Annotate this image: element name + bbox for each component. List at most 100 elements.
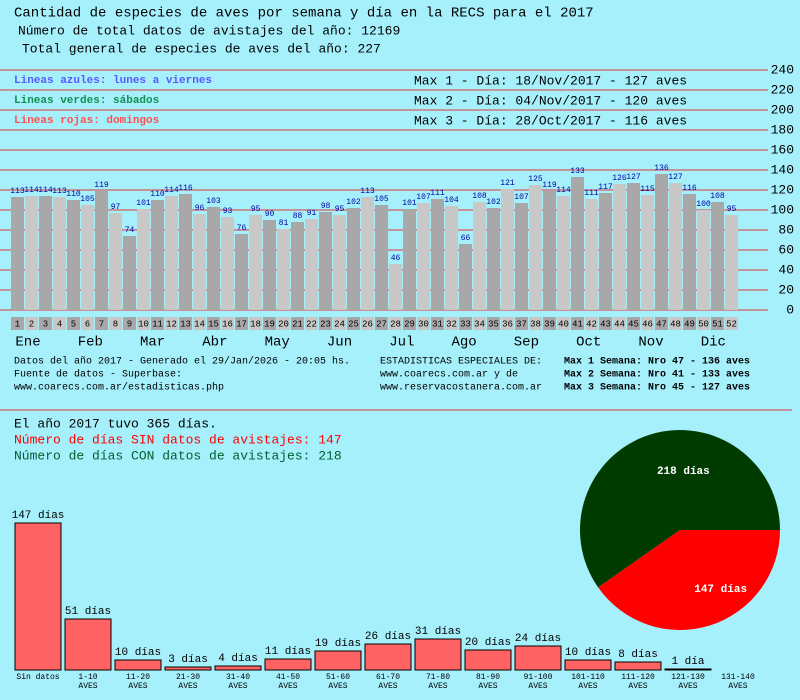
week-label: 29 <box>404 319 415 329</box>
max-day: Max 2 - Día: 04/Nov/2017 - 120 aves <box>414 93 687 108</box>
week-box <box>249 317 262 330</box>
week-bar <box>193 214 206 310</box>
week-label: 14 <box>194 319 205 329</box>
bar-value-label: 10 días <box>115 647 161 659</box>
week-box <box>725 317 738 330</box>
bar-value-label: 66 <box>461 234 471 243</box>
week-box <box>277 317 290 330</box>
footer-middle: www.coarecs.com.ar y de <box>380 369 518 381</box>
max-day: Max 1 - Día: 18/Nov/2017 - 127 aves <box>414 73 687 88</box>
pie-label: 147 días <box>694 584 747 596</box>
week-label: 45 <box>628 319 639 329</box>
category-label: 11-20 <box>126 673 150 682</box>
week-bar <box>25 196 38 310</box>
category-unit: AVES <box>578 682 597 691</box>
category-unit: AVES <box>628 682 647 691</box>
footer-left: www.coarecs.com.ar/estadisticas.php <box>14 382 224 394</box>
week-box <box>151 317 164 330</box>
bar-value-label: 88 <box>293 212 303 221</box>
week-label: 6 <box>85 319 90 329</box>
count-bar <box>314 650 362 671</box>
week-label: 40 <box>558 319 569 329</box>
week-bar <box>515 203 528 310</box>
week-label: 48 <box>670 319 681 329</box>
week-bar <box>627 183 640 310</box>
count-bar <box>414 638 462 671</box>
week-bar <box>599 193 612 310</box>
week-bar <box>11 197 24 310</box>
category-label: 61-70 <box>376 673 400 682</box>
week-label: 5 <box>71 319 76 329</box>
week-bar <box>137 209 150 310</box>
week-box <box>25 317 38 330</box>
week-box <box>655 317 668 330</box>
count-bar <box>214 665 262 671</box>
week-box <box>417 317 430 330</box>
month-label: Abr <box>202 335 227 351</box>
bar-value-label: 102 <box>346 198 361 207</box>
month-label: Mar <box>140 335 165 351</box>
bar-value-label: 76 <box>237 224 247 233</box>
total-records: Número de total datos de avistajes del a… <box>18 23 400 38</box>
category-unit: AVES <box>328 682 347 691</box>
bar-value-label: 24 días <box>515 633 561 645</box>
month-label: Jun <box>327 335 352 351</box>
week-bar <box>319 212 332 310</box>
bar-value-label: 114 <box>24 186 39 195</box>
count-bar <box>614 661 662 671</box>
bar-value-label: 81 <box>279 219 289 228</box>
week-bar <box>697 210 710 310</box>
week-label: 33 <box>460 319 471 329</box>
week-box <box>319 317 332 330</box>
week-label: 10 <box>138 319 149 329</box>
week-label: 36 <box>502 319 513 329</box>
week-box <box>389 317 402 330</box>
y-tick-label: 40 <box>778 262 794 277</box>
week-bar <box>403 209 416 310</box>
footer-right: Max 3 Semana: Nro 45 - 127 aves <box>564 383 750 394</box>
bar-value-label: 10 días <box>565 647 611 659</box>
count-bar <box>164 666 212 671</box>
month-label: Nov <box>638 335 663 351</box>
week-bar <box>53 197 66 310</box>
week-label: 1 <box>15 319 20 329</box>
week-bar <box>305 219 318 310</box>
week-label: 38 <box>530 319 541 329</box>
bar-value-label: 51 días <box>65 606 111 618</box>
y-tick-label: 180 <box>771 122 794 137</box>
week-label: 49 <box>684 319 695 329</box>
bar-value-label: 46 <box>391 254 401 263</box>
week-label: 22 <box>306 319 317 329</box>
bar-value-label: 119 <box>542 181 557 190</box>
week-label: 3 <box>43 319 48 329</box>
category-label: Sin datos <box>16 673 59 682</box>
bar-value-label: 91 <box>307 209 317 218</box>
week-label: 16 <box>222 319 233 329</box>
bar-value-label: 93 <box>223 207 233 216</box>
week-bar <box>81 205 94 310</box>
week-label: 35 <box>488 319 499 329</box>
y-tick-label: 0 <box>786 302 794 317</box>
week-label: 7 <box>99 319 104 329</box>
week-box <box>137 317 150 330</box>
week-box <box>165 317 178 330</box>
summary-line: El año 2017 tuvo 365 días. <box>14 416 217 431</box>
week-bar <box>347 208 360 310</box>
week-box <box>473 317 486 330</box>
week-label: 34 <box>474 319 485 329</box>
bar-value-label: 96 <box>195 204 205 213</box>
y-tick-label: 240 <box>771 62 794 77</box>
bar-value-label: 127 <box>626 173 641 182</box>
week-label: 31 <box>432 319 443 329</box>
week-bar <box>277 229 290 310</box>
week-label: 20 <box>278 319 289 329</box>
max-day: Max 3 - Día: 28/Oct/2017 - 116 aves <box>414 113 687 128</box>
week-bar <box>361 197 374 310</box>
week-label: 26 <box>362 319 373 329</box>
bar-value-label: 95 <box>335 205 345 214</box>
week-label: 39 <box>544 319 555 329</box>
week-bar <box>445 206 458 310</box>
bar-value-label: 107 <box>416 193 431 202</box>
summary-line: Número de días CON datos de avistajes: 2… <box>14 448 342 463</box>
